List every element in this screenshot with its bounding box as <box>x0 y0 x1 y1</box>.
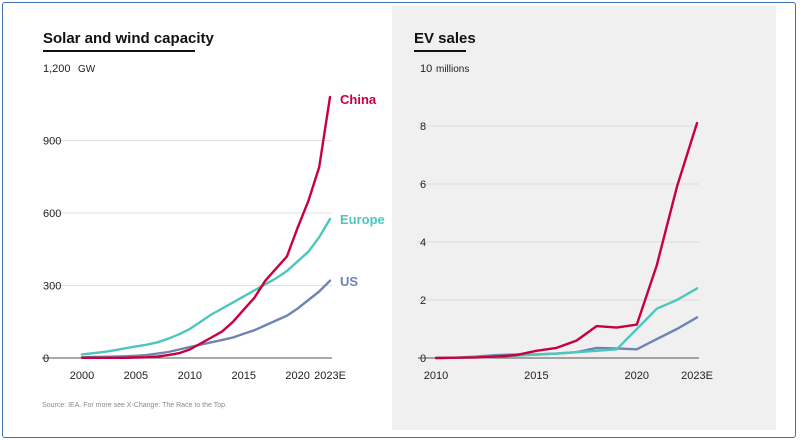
x-tick-label: 2010 <box>424 370 448 382</box>
y-tick-label: 900 <box>43 136 61 148</box>
y-unit-label: millions <box>436 64 469 75</box>
y-tick-label: 0 <box>420 353 426 365</box>
y-unit-label: GW <box>78 64 96 75</box>
solar-wind-title: Solar and wind capacity <box>43 30 214 47</box>
ev-sales-title: EV sales <box>414 30 476 47</box>
source-note: Source: IEA. For more see X-Change: The … <box>42 402 227 409</box>
x-tick-label: 2020 <box>285 370 309 382</box>
x-tick-label: 2023E <box>681 370 713 382</box>
series-line-china <box>434 121 699 360</box>
y-tick-label: 8 <box>420 121 426 133</box>
x-tick-label: 2000 <box>70 370 94 382</box>
x-tick-label: 2020 <box>625 370 649 382</box>
x-tick-label: 2010 <box>178 370 202 382</box>
solar-wind-title-rule <box>43 50 195 52</box>
series-label-europe: Europe <box>340 212 385 227</box>
ev-sales-title-rule <box>414 50 466 52</box>
y-tick-label: 6 <box>420 179 426 191</box>
y-tick-label: 0 <box>43 353 49 365</box>
x-tick-label: 2005 <box>124 370 148 382</box>
x-tick-label: 2015 <box>524 370 548 382</box>
y-tick-label: 4 <box>420 237 426 249</box>
y-tick-label: 1,200 <box>43 63 71 75</box>
y-tick-label: 600 <box>43 208 61 220</box>
y-tick-label: 300 <box>43 281 61 293</box>
ev-panel-background <box>392 6 776 430</box>
y-tick-label: 2 <box>420 295 426 307</box>
series-line-europe <box>434 287 699 360</box>
y-tick-label: 10 <box>420 63 432 75</box>
series-line-china <box>80 95 332 359</box>
x-tick-label: 2015 <box>231 370 255 382</box>
series-label-us: US <box>340 274 358 289</box>
series-label-china: China <box>340 92 377 107</box>
series-line-us <box>80 279 332 359</box>
x-tick-label: 2023E <box>314 370 346 382</box>
series-line-europe <box>80 217 332 356</box>
